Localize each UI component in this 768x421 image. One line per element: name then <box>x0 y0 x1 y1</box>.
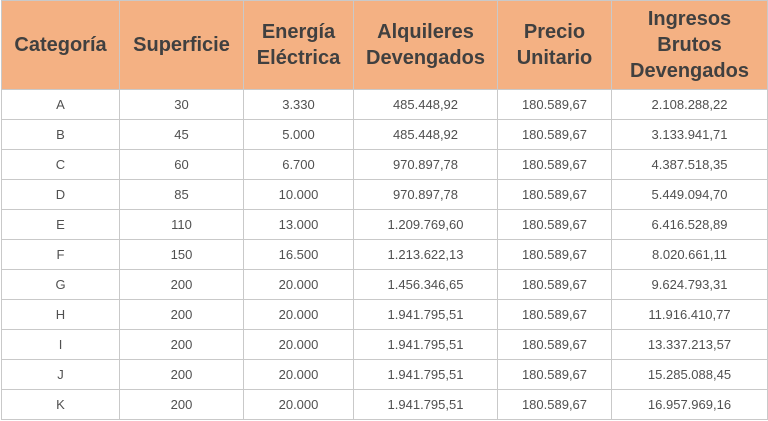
cell-superficie: 200 <box>119 329 244 360</box>
cell-ingresos-brutos-devengados: 3.133.941,71 <box>611 119 768 150</box>
cell-categoria: H <box>1 299 120 330</box>
cell-categoria: C <box>1 149 120 180</box>
cell-superficie: 30 <box>119 89 244 120</box>
cell-superficie: 60 <box>119 149 244 180</box>
cell-precio-unitario: 180.589,67 <box>497 299 612 330</box>
table-row: F 150 16.500 1.213.622,13 180.589,67 8.020.66… <box>1 239 768 270</box>
header-row: Categoría Superficie Energía Eléctrica A… <box>1 0 768 90</box>
cell-energia-electrica: 5.000 <box>243 119 354 150</box>
table-row: C 60 6.700 970.897,78 180.589,67 4.387.518,35 <box>1 149 768 180</box>
cell-ingresos-brutos-devengados: 6.416.528,89 <box>611 209 768 240</box>
cell-ingresos-brutos-devengados: 9.624.793,31 <box>611 269 768 300</box>
cell-energia-electrica: 10.000 <box>243 179 354 210</box>
cell-energia-electrica: 20.000 <box>243 359 354 390</box>
cell-precio-unitario: 180.589,67 <box>497 149 612 180</box>
table-row: H 200 20.000 1.941.795,51 180.589,67 11.916.4… <box>1 299 768 330</box>
cell-superficie: 45 <box>119 119 244 150</box>
cell-precio-unitario: 180.589,67 <box>497 239 612 270</box>
cell-ingresos-brutos-devengados: 5.449.094,70 <box>611 179 768 210</box>
table-row: I 200 20.000 1.941.795,51 180.589,67 13.337.2… <box>1 329 768 360</box>
cell-precio-unitario: 180.589,67 <box>497 329 612 360</box>
cell-alquileres-devengados: 1.209.769,60 <box>353 209 498 240</box>
cell-categoria: A <box>1 89 120 120</box>
header-alquileres-devengados: Alquileres Devengados <box>353 0 498 90</box>
cell-ingresos-brutos-devengados: 8.020.661,11 <box>611 239 768 270</box>
header-energia-electrica: Energía Eléctrica <box>243 0 354 90</box>
cell-categoria: B <box>1 119 120 150</box>
cell-energia-electrica: 13.000 <box>243 209 354 240</box>
cell-categoria: D <box>1 179 120 210</box>
cell-alquileres-devengados: 1.213.622,13 <box>353 239 498 270</box>
cell-energia-electrica: 3.330 <box>243 89 354 120</box>
cell-alquileres-devengados: 485.448,92 <box>353 89 498 120</box>
cell-ingresos-brutos-devengados: 15.285.088,45 <box>611 359 768 390</box>
table-row: G 200 20.000 1.456.346,65 180.589,67 9.624.79… <box>1 269 768 300</box>
cell-alquileres-devengados: 485.448,92 <box>353 119 498 150</box>
cell-precio-unitario: 180.589,67 <box>497 269 612 300</box>
cell-energia-electrica: 20.000 <box>243 269 354 300</box>
cell-superficie: 200 <box>119 389 244 420</box>
cell-alquileres-devengados: 970.897,78 <box>353 149 498 180</box>
cell-precio-unitario: 180.589,67 <box>497 119 612 150</box>
cell-superficie: 85 <box>119 179 244 210</box>
cell-ingresos-brutos-devengados: 16.957.969,16 <box>611 389 768 420</box>
cell-energia-electrica: 20.000 <box>243 299 354 330</box>
cell-superficie: 200 <box>119 269 244 300</box>
cell-energia-electrica: 20.000 <box>243 389 354 420</box>
header-categoria: Categoría <box>1 0 120 90</box>
table-row: D 85 10.000 970.897,78 180.589,67 5.449.094,7… <box>1 179 768 210</box>
cell-alquileres-devengados: 1.941.795,51 <box>353 359 498 390</box>
table-row: K 200 20.000 1.941.795,51 180.589,67 16.957.9… <box>1 389 768 420</box>
cell-categoria: K <box>1 389 120 420</box>
cell-categoria: E <box>1 209 120 240</box>
cell-alquileres-devengados: 1.941.795,51 <box>353 329 498 360</box>
cell-precio-unitario: 180.589,67 <box>497 389 612 420</box>
cell-energia-electrica: 20.000 <box>243 329 354 360</box>
cell-ingresos-brutos-devengados: 11.916.410,77 <box>611 299 768 330</box>
cell-precio-unitario: 180.589,67 <box>497 179 612 210</box>
cell-categoria: J <box>1 359 120 390</box>
cell-alquileres-devengados: 1.941.795,51 <box>353 389 498 420</box>
cell-energia-electrica: 6.700 <box>243 149 354 180</box>
cell-categoria: G <box>1 269 120 300</box>
cell-precio-unitario: 180.589,67 <box>497 89 612 120</box>
header-precio-unitario: Precio Unitario <box>497 0 612 90</box>
header-superficie: Superficie <box>119 0 244 90</box>
cell-ingresos-brutos-devengados: 13.337.213,57 <box>611 329 768 360</box>
header-ingresos-brutos-devengados: Ingresos Brutos Devengados <box>611 0 768 90</box>
table-row: B 45 5.000 485.448,92 180.589,67 3.133.941,71 <box>1 119 768 150</box>
cell-precio-unitario: 180.589,67 <box>497 359 612 390</box>
cell-superficie: 200 <box>119 359 244 390</box>
cell-superficie: 110 <box>119 209 244 240</box>
cell-ingresos-brutos-devengados: 2.108.288,22 <box>611 89 768 120</box>
cell-alquileres-devengados: 1.456.346,65 <box>353 269 498 300</box>
table-header: Categoría Superficie Energía Eléctrica A… <box>1 0 768 90</box>
cell-precio-unitario: 180.589,67 <box>497 209 612 240</box>
table-row: A 30 3.330 485.448,92 180.589,67 2.108.288,22 <box>1 89 768 120</box>
cell-categoria: F <box>1 239 120 270</box>
cell-energia-electrica: 16.500 <box>243 239 354 270</box>
cell-superficie: 150 <box>119 239 244 270</box>
cell-superficie: 200 <box>119 299 244 330</box>
cell-categoria: I <box>1 329 120 360</box>
cell-ingresos-brutos-devengados: 4.387.518,35 <box>611 149 768 180</box>
table-row: E 110 13.000 1.209.769,60 180.589,67 6.416.52… <box>1 209 768 240</box>
cell-alquileres-devengados: 970.897,78 <box>353 179 498 210</box>
table-body: A 30 3.330 485.448,92 180.589,67 2.108.288,22… <box>1 89 768 420</box>
table-row: J 200 20.000 1.941.795,51 180.589,67 15.285.0… <box>1 359 768 390</box>
cell-alquileres-devengados: 1.941.795,51 <box>353 299 498 330</box>
